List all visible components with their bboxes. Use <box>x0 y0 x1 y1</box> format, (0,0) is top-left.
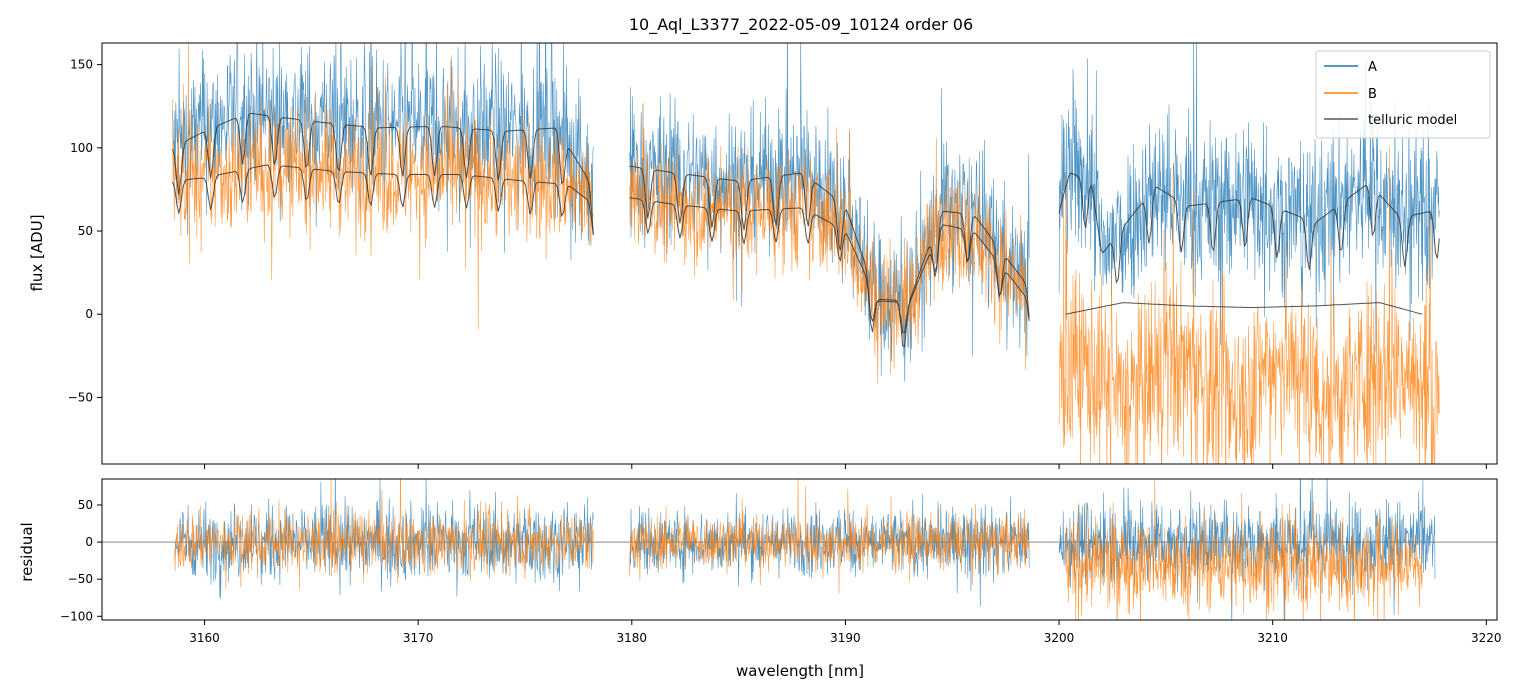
upper-y-tick-label: −50 <box>68 390 93 404</box>
legend: A B telluric model <box>1315 50 1491 139</box>
telluric-model-a-segment-3 <box>1058 172 1440 285</box>
legend-box <box>1315 50 1491 139</box>
lower-y-tick-label: −100 <box>60 609 93 623</box>
x-tick-label: 3160 <box>189 631 220 645</box>
lower-y-tick-label: −50 <box>68 572 93 586</box>
telluric-model-a-segment-2 <box>629 165 1030 348</box>
residual-series-a-segment-3 <box>1058 479 1436 620</box>
x-tick-label: 3200 <box>1044 631 1075 645</box>
lower-x-ticks: 3160 3170 3180 3190 3200 3210 3220 <box>189 620 1502 645</box>
upper-series-b-segment-2 <box>629 102 1030 384</box>
x-axis-label: wavelength [nm] <box>736 662 864 680</box>
telluric-model-a-segment-1 <box>172 112 594 234</box>
legend-label-model: telluric model <box>1368 113 1457 128</box>
residual-series-b-segment-3 <box>1065 479 1423 620</box>
upper-y-axis-label: flux [ADU] <box>28 214 46 291</box>
upper-y-tick-label: 50 <box>78 224 93 238</box>
x-tick-label: 3190 <box>830 631 861 645</box>
lower-axes-frame <box>101 478 1498 621</box>
upper-series-b-segment-1 <box>172 43 594 330</box>
x-tick-label: 3210 <box>1257 631 1288 645</box>
telluric-model-b-segment-1 <box>172 164 594 236</box>
lower-y-tick-label: 50 <box>78 498 93 512</box>
residual-series-a-segment-1 <box>174 479 594 599</box>
upper-y-ticks: −50 0 50 100 150 <box>68 58 102 404</box>
telluric-model-b-segment-3 <box>1065 302 1423 315</box>
x-tick-label: 3170 <box>403 631 434 645</box>
residual-series-b-segment-1 <box>174 479 594 590</box>
lower-y-axis-label: residual <box>18 522 36 581</box>
lower-y-ticks: −100 −50 0 50 <box>60 498 102 623</box>
lower-y-tick-label: 0 <box>85 535 93 549</box>
legend-label-a: A <box>1368 60 1377 75</box>
upper-plot-area <box>172 43 1440 464</box>
upper-y-tick-label: 0 <box>85 307 93 321</box>
upper-axes-frame <box>101 42 1498 465</box>
legend-label-b: B <box>1368 87 1377 102</box>
lower-plot-area <box>102 479 1497 620</box>
x-tick-label: 3220 <box>1471 631 1502 645</box>
upper-panel: −50 0 50 100 150 flux [ADU] A B telluric mod… <box>28 42 1498 469</box>
telluric-model-lines <box>172 112 1440 348</box>
chart-title: 10_Aql_L3377_2022-05-09_10124 order 06 <box>629 15 973 35</box>
telluric-model-b-segment-2 <box>629 197 1030 334</box>
upper-y-tick-label: 150 <box>70 58 93 72</box>
x-tick-label: 3180 <box>617 631 648 645</box>
upper-y-tick-label: 100 <box>70 141 93 155</box>
residual-series-b-segment-2 <box>629 479 1030 594</box>
upper-x-ticks <box>204 464 1487 469</box>
upper-series-b-segment-3 <box>1058 147 1440 464</box>
